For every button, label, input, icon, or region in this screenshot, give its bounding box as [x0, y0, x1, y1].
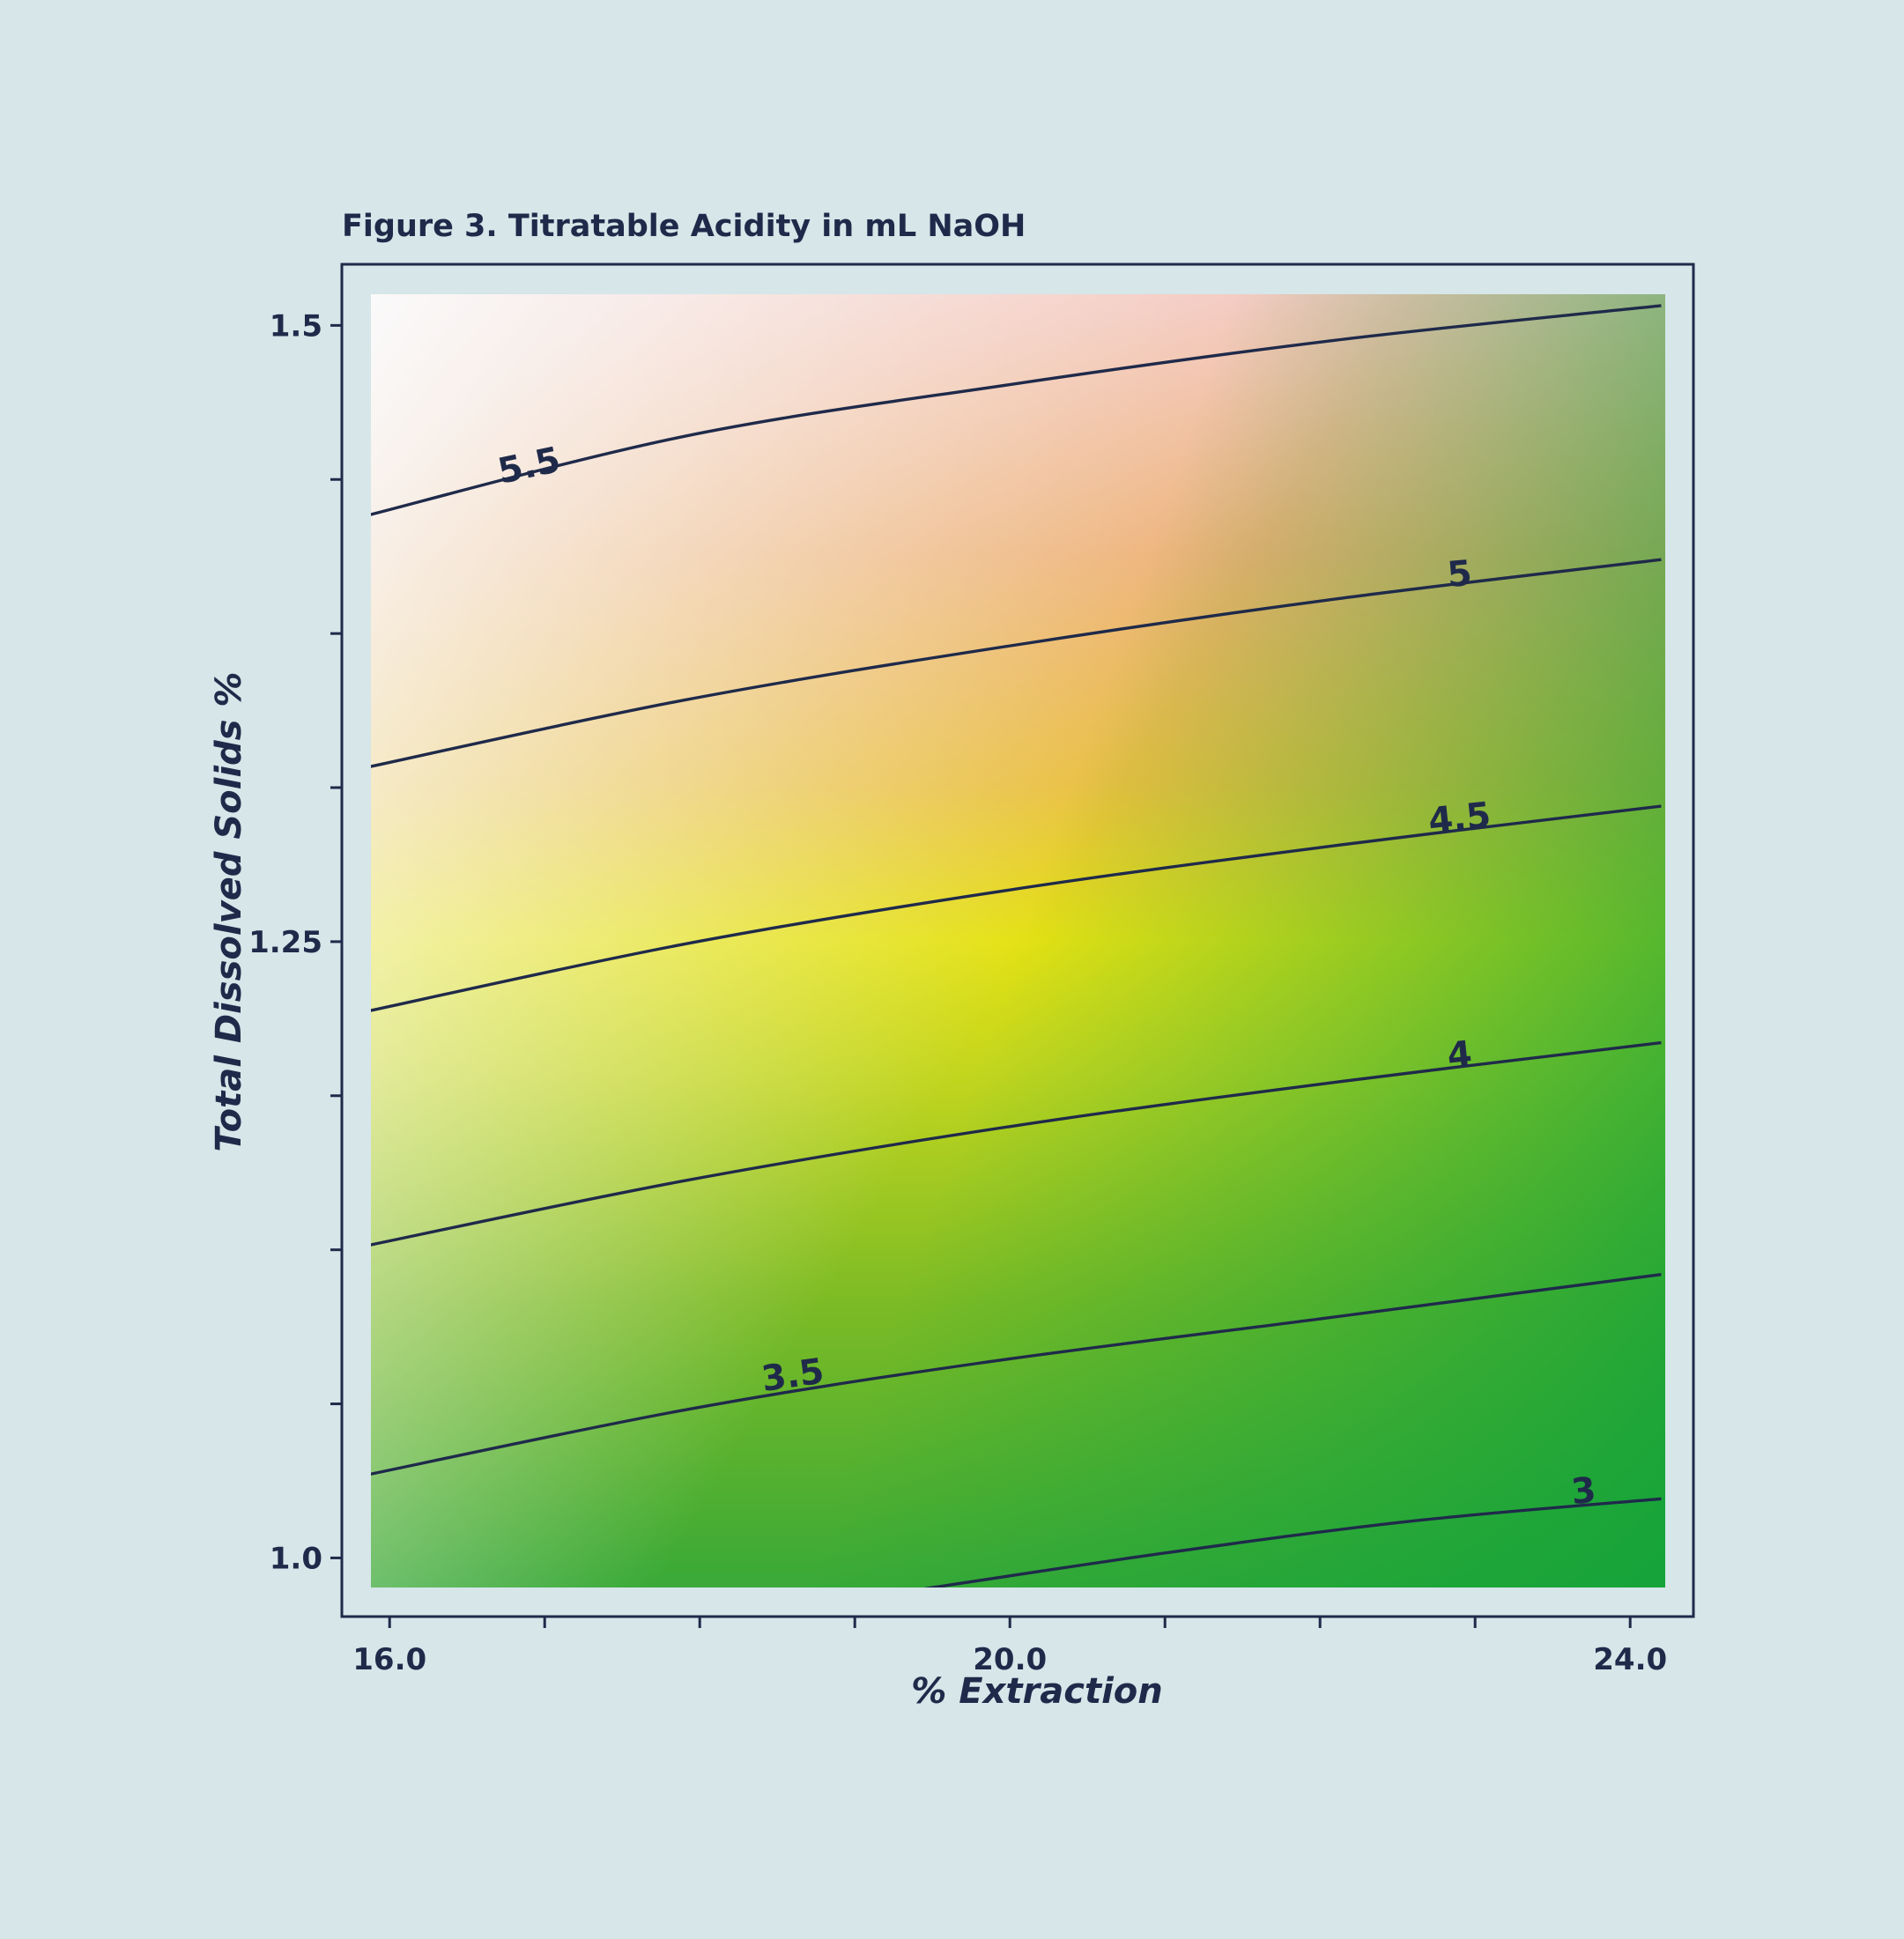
x-axis-label: % Extraction [911, 1671, 1162, 1712]
contour-line-5-5 [371, 304, 1662, 516]
contour-labels: 33.544.555.5 [494, 440, 1597, 1513]
contour-label-3-5: 3.5 [759, 1351, 827, 1400]
color-field [371, 294, 1665, 1587]
contour-lines [371, 304, 1662, 1587]
x-tick-label: 20.0 [973, 1642, 1047, 1677]
y-tick-label: 1.5 [270, 308, 322, 344]
contour-label-3: 3 [1569, 1470, 1597, 1513]
y-axis: 1.0 1.25 1.5 [248, 308, 342, 1576]
contour-line-5 [371, 558, 1662, 768]
contour-label-5: 5 [1446, 553, 1474, 596]
contour-line-3-5 [371, 1272, 1662, 1476]
x-axis: 16.0 20.0 24.0 [352, 1617, 1667, 1677]
y-tick-label: 1.0 [270, 1541, 322, 1576]
chart-title: Figure 3. Titratable Acidity in mL NaOH [342, 209, 1026, 244]
contour-line-3 [922, 1497, 1662, 1587]
contour-line-4-5 [371, 804, 1662, 1012]
contour-label-4: 4 [1445, 1033, 1473, 1077]
contour-label-4-5: 4.5 [1426, 795, 1493, 841]
x-tick-label: 24.0 [1593, 1642, 1667, 1677]
y-axis-label: Total Dissolved Solids % [209, 672, 249, 1152]
y-tick-label: 1.25 [248, 925, 322, 960]
contour-line-4 [371, 1040, 1662, 1247]
x-tick-label: 16.0 [352, 1642, 426, 1677]
